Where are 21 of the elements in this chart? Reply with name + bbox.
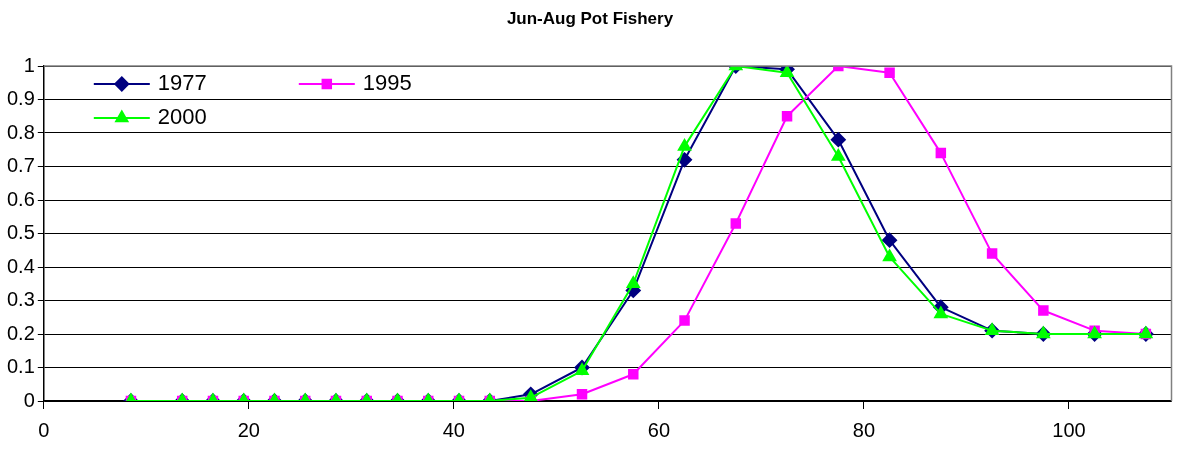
y-tick-label: 0.5 <box>6 221 35 244</box>
x-tick-label: 0 <box>38 418 50 441</box>
y-tick-label: 0 <box>23 388 35 411</box>
y-tick-label: 0.3 <box>6 288 35 311</box>
y-tick-label: 0.2 <box>6 321 35 344</box>
y-tick-label: 0.4 <box>6 254 35 277</box>
legend-label: 2000 <box>157 104 207 130</box>
y-tick-label: 0.8 <box>6 120 35 143</box>
legend-label: 1995 <box>362 70 412 96</box>
y-tick-label: 0.7 <box>6 154 35 177</box>
x-tick-label: 40 <box>442 418 465 441</box>
y-tick-label: 0.1 <box>6 355 35 378</box>
y-tick-label: 0.6 <box>6 187 35 210</box>
x-tick-label: 20 <box>237 418 260 441</box>
y-tick-label: 1 <box>23 53 35 76</box>
legend-label: 1977 <box>157 70 207 96</box>
y-tick-label: 0.9 <box>6 87 35 110</box>
x-tick-label: 80 <box>852 418 876 441</box>
x-tick-label: 60 <box>647 418 671 441</box>
x-tick-label: 100 <box>1052 418 1086 441</box>
chart-title: Jun-Aug Pot Fishery <box>505 8 675 30</box>
